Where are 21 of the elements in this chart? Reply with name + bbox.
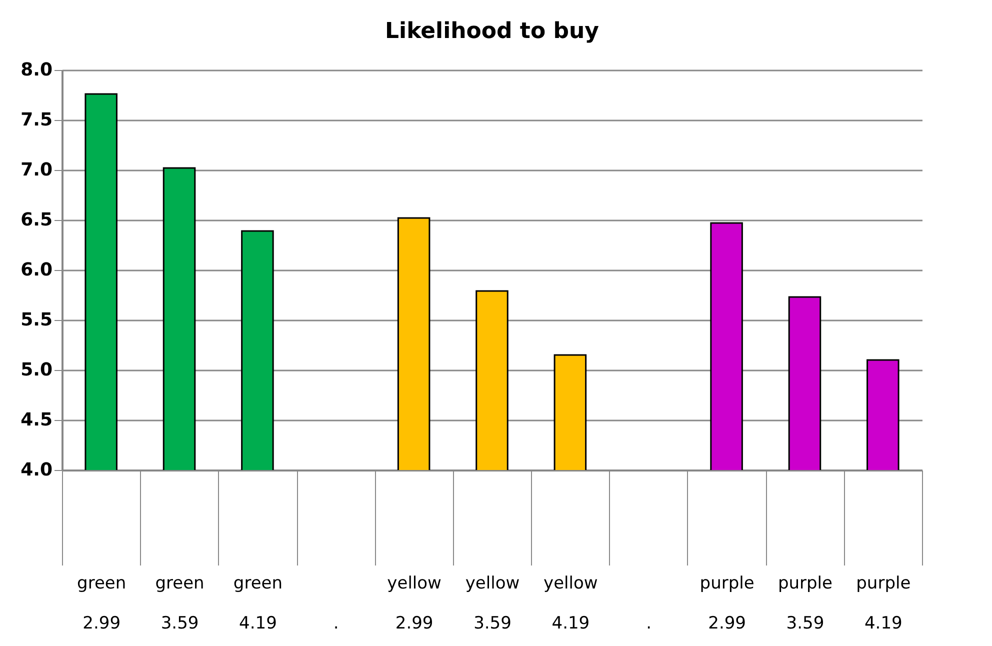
y-tick-label: 8.0 (20, 60, 52, 80)
x-tick-label: purple 2.99 (700, 574, 754, 634)
y-tick-label: 6.0 (20, 260, 52, 280)
x-tick-label: purple 4.19 (856, 574, 911, 634)
x-tick-label: . (646, 614, 652, 634)
x-tick-label: purple 3.59 (778, 574, 832, 634)
x-tick-label: yellow 3.59 (465, 574, 520, 634)
y-tick-label: 4.5 (20, 410, 52, 430)
y-tick-label: 4.0 (20, 460, 52, 480)
x-tick-label: yellow 2.99 (387, 574, 442, 634)
y-tick-label: 5.5 (20, 310, 52, 330)
x-tick-label: yellow 4.19 (544, 574, 598, 634)
y-tick-label: 7.0 (20, 160, 52, 180)
y-tick-label: 5.0 (20, 360, 52, 380)
y-tick-label: 6.5 (20, 210, 52, 230)
x-tick-label: green 4.19 (233, 574, 283, 634)
y-tick-label: 7.5 (20, 110, 52, 130)
x-tick-label: green 2.99 (77, 574, 126, 634)
chart-title: Likelihood to buy (385, 19, 599, 44)
x-tick-label: . (333, 614, 339, 634)
x-tick-label: green 3.59 (155, 574, 204, 634)
